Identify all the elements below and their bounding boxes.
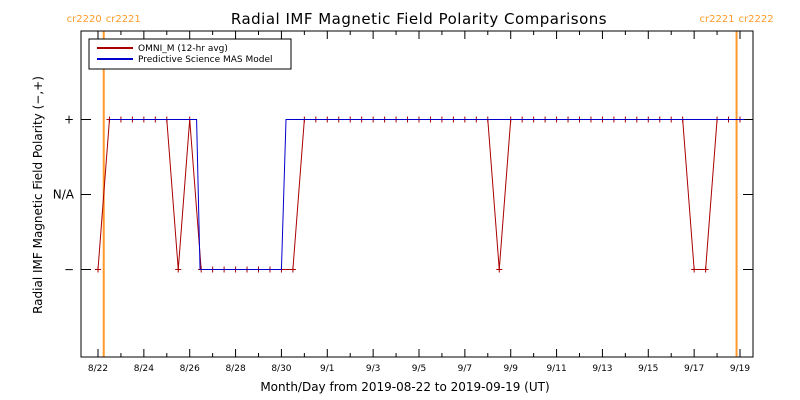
carrington-label-right: cr2221 [106,14,141,25]
x-axis-label: Month/Day from 2019-08-22 to 2019-09-19 … [260,380,549,394]
x-tick-label: 8/24 [134,364,154,374]
x-tick-label: 9/11 [546,364,566,374]
omni-data-point [691,266,698,273]
x-tick-label: 9/15 [638,364,658,374]
x-tick-label: 9/13 [592,364,612,374]
x-tick-label: 9/5 [412,364,426,374]
plot-frame [80,30,754,358]
legend-entry: OMNI_M (12-hr avg) [138,44,228,54]
mas-series-line [109,119,745,270]
omni-data-point [702,266,709,273]
omni-data-point [496,266,503,273]
legend-box [88,38,292,70]
x-tick-label: 8/22 [88,364,108,374]
x-tick-label: 9/3 [366,364,380,374]
x-tick-label: 8/30 [271,364,291,374]
chart-title: Radial IMF Magnetic Field Polarity Compa… [231,10,607,28]
x-tick-label: 9/7 [458,364,472,374]
x-tick-label: 9/9 [503,364,518,374]
omni-data-point [95,266,101,273]
legend-entry: Predictive Science MAS Model [138,55,273,65]
legend: OMNI_M (12-hr avg)Predictive Science MAS… [88,38,292,70]
omni-series-line [97,119,740,270]
carrington-label-left: cr2220 [67,14,102,25]
x-tick-label: 9/1 [320,364,334,374]
omni-data-point [289,266,296,273]
carrington-label-right: cr2222 [739,14,774,25]
x-tick-label: 8/28 [225,364,245,374]
omni-data-point [175,266,182,273]
x-tick-label: 9/17 [684,364,704,374]
y-axis-label: Radial IMF Magnetic Field Polarity (−,+) [31,76,45,314]
carrington-label-left: cr2221 [699,14,734,25]
x-tick-label: 8/26 [180,364,200,374]
x-tick-label: 9/19 [730,364,750,374]
y-tick-label: N/A [53,188,75,202]
y-tick-label: + [64,113,74,127]
y-tick-label: − [64,263,74,277]
